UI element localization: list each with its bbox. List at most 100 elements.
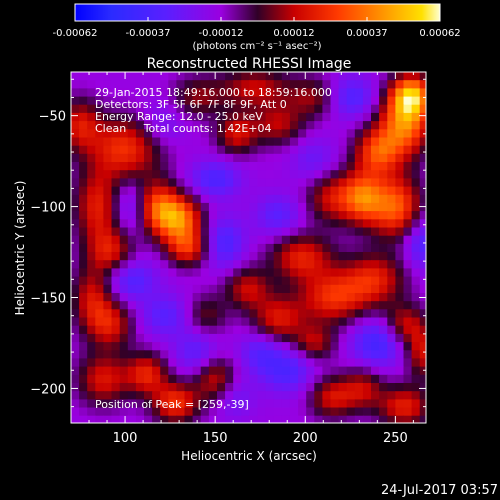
heatmap-cell bbox=[419, 219, 426, 229]
heatmap-cell bbox=[71, 284, 80, 294]
heatmap-cell bbox=[233, 162, 242, 171]
heatmap-cell bbox=[428, 318, 437, 327]
heatmap-cell bbox=[338, 366, 348, 376]
heatmap-cell bbox=[160, 96, 169, 106]
heatmap-cell bbox=[428, 391, 437, 400]
heatmap-cell bbox=[119, 284, 129, 294]
heatmap-cell bbox=[249, 243, 259, 253]
heatmap-cell bbox=[160, 252, 169, 261]
heatmap-cell bbox=[281, 202, 291, 212]
heatmap-cell bbox=[419, 309, 426, 319]
heatmap-cell bbox=[354, 407, 364, 417]
heatmap-cell bbox=[314, 383, 323, 392]
heatmap-cell bbox=[371, 366, 380, 376]
heatmap-cell bbox=[95, 350, 104, 360]
heatmap-cell bbox=[95, 96, 104, 106]
heatmap-cell bbox=[387, 260, 396, 269]
heatmap-cell bbox=[217, 284, 226, 294]
heatmap-cell bbox=[217, 129, 226, 139]
heatmap-cell bbox=[306, 317, 315, 327]
heatmap-cell bbox=[103, 350, 113, 360]
heatmap-cell bbox=[241, 170, 250, 179]
heatmap-cell bbox=[379, 235, 388, 245]
heatmap-cell bbox=[362, 317, 372, 327]
heatmap-cell bbox=[354, 211, 364, 220]
heatmap-cell bbox=[87, 202, 96, 212]
heatmap-cell bbox=[249, 301, 259, 310]
heatmap-cell bbox=[330, 243, 340, 253]
heatmap-cell bbox=[152, 178, 161, 188]
heatmap-cell bbox=[135, 145, 145, 155]
heatmap-cell bbox=[403, 104, 413, 114]
heatmap-cell bbox=[362, 383, 372, 392]
heatmap-cell bbox=[200, 112, 210, 122]
heatmap-cell bbox=[71, 301, 80, 310]
heatmap-cell bbox=[338, 325, 348, 335]
heatmap-cell bbox=[119, 407, 129, 417]
heatmap-cell bbox=[208, 276, 218, 286]
heatmap-cell bbox=[200, 211, 210, 220]
heatmap-cell bbox=[387, 104, 396, 114]
heatmap-cell bbox=[306, 129, 315, 139]
heatmap-cell bbox=[395, 391, 405, 400]
heatmap-cell bbox=[135, 358, 145, 368]
heatmap-cell bbox=[395, 96, 405, 106]
heatmap-cell bbox=[184, 333, 194, 343]
heatmap-cell bbox=[387, 170, 396, 179]
heatmap-cell bbox=[419, 137, 426, 147]
heatmap-cell bbox=[322, 391, 332, 400]
heatmap-cell bbox=[346, 366, 356, 376]
heatmap-cell bbox=[168, 178, 177, 188]
heatmap-cell bbox=[192, 153, 202, 163]
footer-date: 24-Jul-2017 03:57 bbox=[380, 483, 498, 498]
heatmap-cell bbox=[217, 96, 226, 106]
heatmap-cell bbox=[428, 277, 437, 286]
heatmap-cell bbox=[322, 276, 332, 286]
heatmap-cell bbox=[379, 194, 388, 204]
heatmap-cell bbox=[257, 104, 267, 114]
heatmap-cell bbox=[371, 284, 380, 294]
heatmap-cell bbox=[265, 301, 275, 310]
heatmap-cell bbox=[249, 424, 258, 433]
heatmap-cell bbox=[233, 219, 242, 229]
heatmap-cell bbox=[379, 391, 388, 400]
heatmap-cell bbox=[168, 284, 177, 294]
heatmap-cell bbox=[225, 170, 234, 179]
heatmap-cell bbox=[192, 366, 202, 376]
heatmap-cell bbox=[79, 399, 88, 409]
heatmap-cell bbox=[354, 170, 364, 179]
heatmap-cell bbox=[298, 170, 307, 179]
heatmap-cell bbox=[192, 178, 202, 188]
heatmap-cell bbox=[111, 399, 121, 409]
heatmap-cell bbox=[160, 194, 169, 204]
heatmap-cell bbox=[184, 186, 194, 196]
heatmap-cell bbox=[346, 211, 356, 220]
heatmap-cell bbox=[95, 358, 104, 368]
heatmap-cell bbox=[298, 317, 307, 327]
heatmap-cell bbox=[330, 145, 340, 155]
heatmap-cell bbox=[103, 342, 113, 351]
heatmap-cell bbox=[314, 129, 323, 139]
heatmap-cell bbox=[249, 391, 259, 400]
heatmap-cell bbox=[168, 170, 177, 179]
heatmap-cell bbox=[273, 309, 283, 319]
heatmap-cell bbox=[257, 284, 267, 294]
heatmap-cell bbox=[233, 202, 242, 212]
heatmap-cell bbox=[241, 121, 250, 130]
heatmap-cell bbox=[176, 260, 186, 269]
heatmap-cell bbox=[127, 358, 137, 368]
heatmap-cell bbox=[217, 260, 226, 269]
heatmap-cell bbox=[419, 350, 426, 360]
heatmap-cell bbox=[362, 284, 372, 294]
heatmap-cell bbox=[144, 112, 153, 122]
colorbar-tick-label: 0.00012 bbox=[273, 28, 314, 39]
heatmap-cell bbox=[387, 145, 396, 155]
heatmap-cell bbox=[127, 88, 137, 98]
heatmap-cell bbox=[306, 227, 315, 237]
heatmap-cell bbox=[298, 88, 307, 98]
heatmap-cell bbox=[225, 243, 234, 253]
heatmap-cell bbox=[330, 333, 340, 343]
heatmap-cell bbox=[387, 309, 396, 319]
heatmap-cell bbox=[144, 293, 153, 302]
heatmap-cell bbox=[95, 383, 104, 392]
